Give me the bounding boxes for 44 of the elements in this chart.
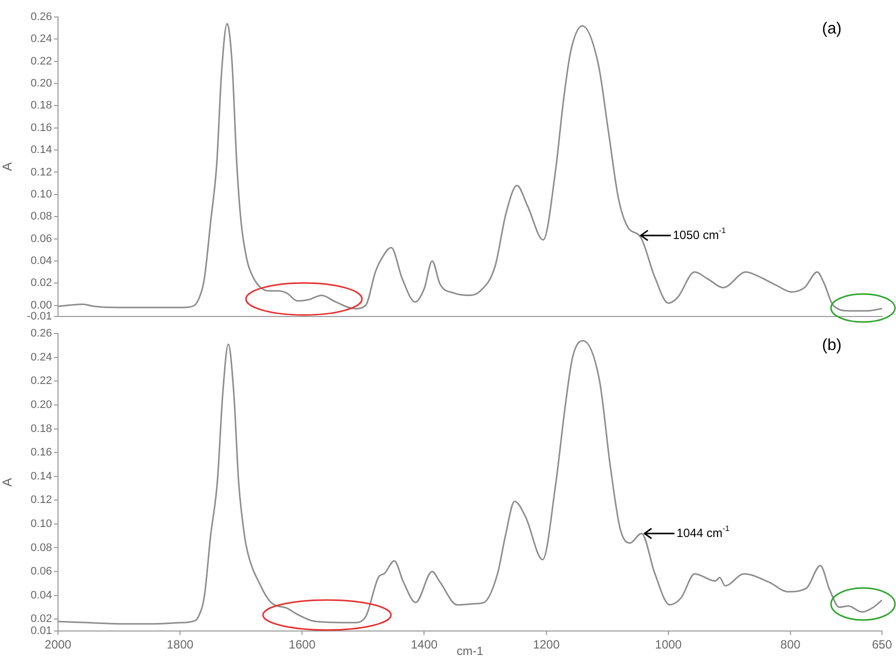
x-tick-label: 1000 xyxy=(655,638,682,652)
y-tick-label: 0.06 xyxy=(30,232,52,245)
y-tick-label: 0.22 xyxy=(30,375,52,388)
y-tick-label: 0.01 xyxy=(30,625,52,638)
y-tick-label: 0.12 xyxy=(30,166,52,178)
y-tick-label: 0.26 xyxy=(30,328,52,340)
x-tick-label: 1200 xyxy=(532,638,560,652)
y-tick-label: 0.08 xyxy=(30,542,52,554)
y-tick-label: 0.04 xyxy=(30,589,52,602)
y-tick-label: 0.16 xyxy=(30,446,52,459)
y-tick-label: 0.04 xyxy=(30,254,52,267)
y-tick-label: 0.02 xyxy=(30,277,52,290)
y-tick-label: 0.26 xyxy=(30,11,52,24)
y-tick-label: 0.00 xyxy=(30,299,52,312)
annotation: (a) xyxy=(822,20,842,38)
y-tick-label: 0.02 xyxy=(30,613,52,626)
line-series xyxy=(58,22,882,312)
y-tick-label: 0.06 xyxy=(30,566,52,578)
y-tick-label: 0.20 xyxy=(30,78,52,90)
y-tick-label: 0.20 xyxy=(30,399,52,412)
x-tick-label: 1800 xyxy=(166,638,194,652)
y-tick-label: 0.10 xyxy=(30,518,52,530)
line-series xyxy=(58,340,882,625)
y-tick-label: 0.14 xyxy=(30,144,52,156)
y-tick-label: 0.12 xyxy=(30,494,52,506)
x-tick-label: 2000 xyxy=(44,638,72,652)
y-axis-title: A xyxy=(0,478,14,487)
y-axis-title: A xyxy=(0,162,14,172)
x-axis-title: cm-1 xyxy=(456,644,484,658)
y-tick-label: 0.16 xyxy=(30,122,52,134)
x-tick-label: 650 xyxy=(872,638,892,652)
y-tick-label: 0.08 xyxy=(30,210,52,223)
y-tick-label: 0.18 xyxy=(30,422,52,435)
x-tick-label: 800 xyxy=(780,638,801,652)
y-tick-label: -0.01 xyxy=(26,310,52,322)
y-tick-label: 0.24 xyxy=(30,351,52,364)
x-tick-label: 1400 xyxy=(410,638,438,652)
y-tick-label: 0.10 xyxy=(30,188,52,200)
y-tick-label: 0.22 xyxy=(30,55,52,68)
x-tick-label: 1600 xyxy=(288,638,316,652)
annotation: (b) xyxy=(822,337,842,354)
y-tick-label: 0.18 xyxy=(30,100,52,112)
y-tick-label: 0.14 xyxy=(30,470,52,482)
y-tick-label: 0.24 xyxy=(30,33,52,46)
